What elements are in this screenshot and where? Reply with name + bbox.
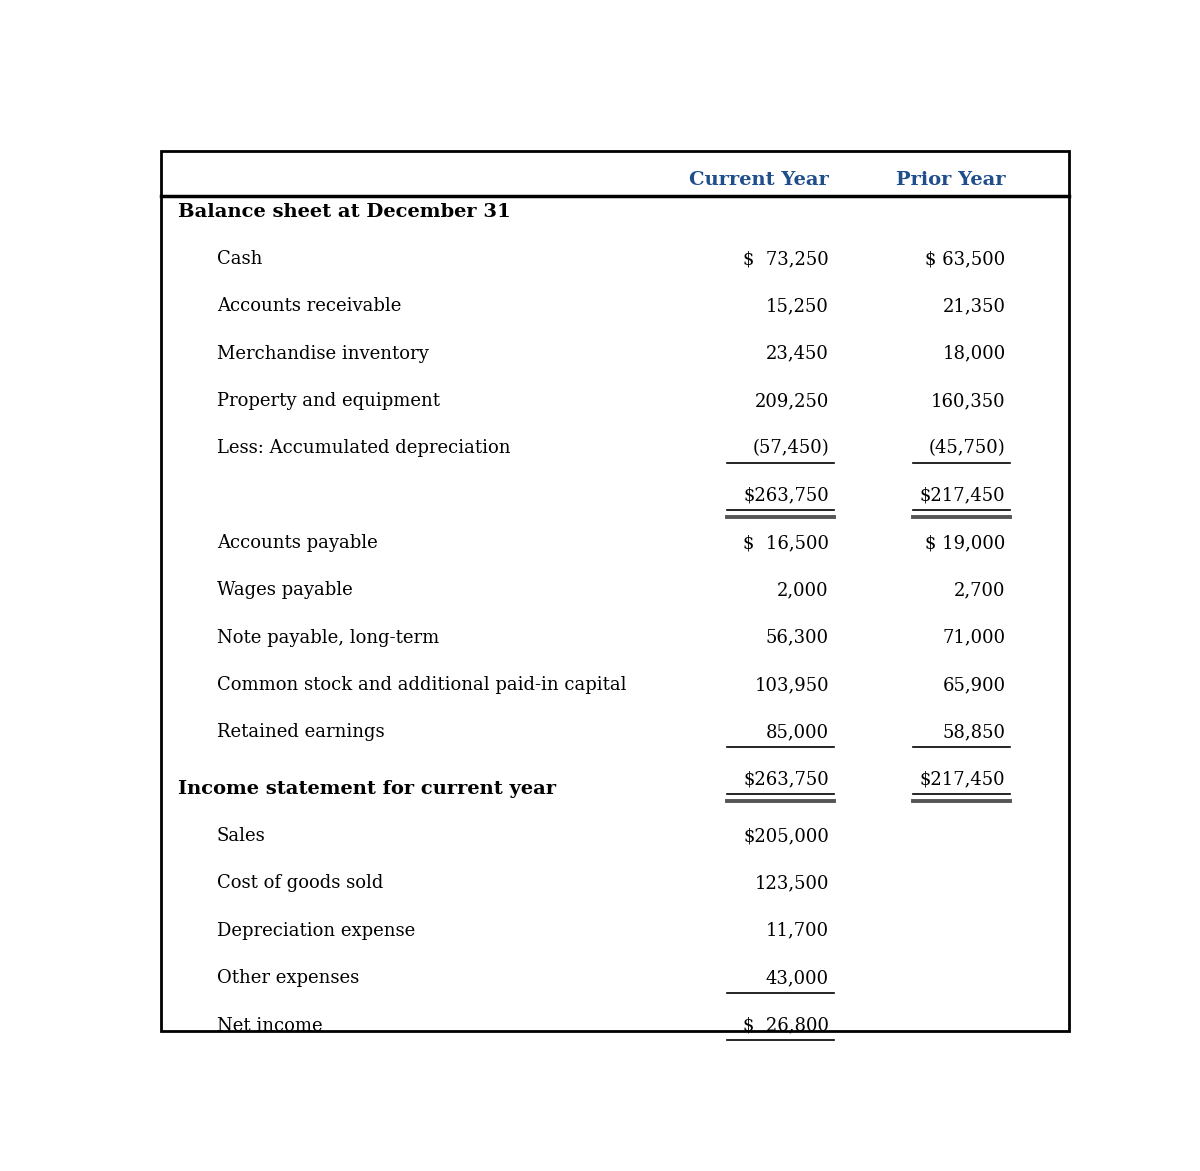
Text: 123,500: 123,500 bbox=[755, 875, 829, 892]
Text: Net income: Net income bbox=[217, 1016, 323, 1034]
Text: 85,000: 85,000 bbox=[766, 724, 829, 741]
FancyBboxPatch shape bbox=[161, 151, 1069, 1032]
Text: $  16,500: $ 16,500 bbox=[743, 534, 829, 552]
Text: 23,450: 23,450 bbox=[766, 344, 829, 363]
Text: 160,350: 160,350 bbox=[931, 392, 1006, 410]
Text: 18,000: 18,000 bbox=[942, 344, 1006, 363]
Text: 58,850: 58,850 bbox=[943, 724, 1006, 741]
Text: Current Year: Current Year bbox=[689, 171, 829, 190]
Text: (57,450): (57,450) bbox=[752, 439, 829, 458]
Text: 103,950: 103,950 bbox=[755, 676, 829, 694]
Text: Cash: Cash bbox=[217, 251, 263, 268]
Text: Less: Accumulated depreciation: Less: Accumulated depreciation bbox=[217, 439, 510, 458]
Text: Note payable, long-term: Note payable, long-term bbox=[217, 629, 439, 646]
Text: $ 19,000: $ 19,000 bbox=[925, 534, 1006, 552]
Text: (45,750): (45,750) bbox=[929, 439, 1006, 458]
Text: $263,750: $263,750 bbox=[743, 487, 829, 505]
Text: $217,450: $217,450 bbox=[920, 487, 1006, 505]
Text: Balance sheet at December 31: Balance sheet at December 31 bbox=[178, 203, 511, 221]
Text: 56,300: 56,300 bbox=[766, 629, 829, 646]
Text: 2,000: 2,000 bbox=[778, 582, 829, 600]
Text: Accounts payable: Accounts payable bbox=[217, 534, 378, 552]
Text: 209,250: 209,250 bbox=[755, 392, 829, 410]
Text: Property and equipment: Property and equipment bbox=[217, 392, 440, 410]
Text: 43,000: 43,000 bbox=[766, 970, 829, 987]
Text: Accounts receivable: Accounts receivable bbox=[217, 297, 401, 315]
Text: 21,350: 21,350 bbox=[943, 297, 1006, 315]
Text: Merchandise inventory: Merchandise inventory bbox=[217, 344, 428, 363]
Text: $217,450: $217,450 bbox=[920, 771, 1006, 789]
Text: Depreciation expense: Depreciation expense bbox=[217, 922, 415, 940]
Text: $205,000: $205,000 bbox=[743, 827, 829, 845]
Text: Common stock and additional paid-in capital: Common stock and additional paid-in capi… bbox=[217, 676, 626, 694]
Text: $ 63,500: $ 63,500 bbox=[925, 251, 1006, 268]
Text: 11,700: 11,700 bbox=[766, 922, 829, 940]
Text: 15,250: 15,250 bbox=[766, 297, 829, 315]
Text: 2,700: 2,700 bbox=[954, 582, 1006, 600]
Text: Cost of goods sold: Cost of goods sold bbox=[217, 875, 383, 892]
Text: Retained earnings: Retained earnings bbox=[217, 724, 384, 741]
Text: $  26,800: $ 26,800 bbox=[743, 1016, 829, 1034]
Text: 71,000: 71,000 bbox=[942, 629, 1006, 646]
Text: Wages payable: Wages payable bbox=[217, 582, 353, 600]
Text: $263,750: $263,750 bbox=[743, 771, 829, 789]
Text: $  73,250: $ 73,250 bbox=[743, 251, 829, 268]
Text: Other expenses: Other expenses bbox=[217, 970, 359, 987]
Text: Prior Year: Prior Year bbox=[896, 171, 1006, 190]
Text: Sales: Sales bbox=[217, 827, 265, 845]
Text: Income statement for current year: Income statement for current year bbox=[178, 780, 556, 797]
Text: 65,900: 65,900 bbox=[942, 676, 1006, 694]
